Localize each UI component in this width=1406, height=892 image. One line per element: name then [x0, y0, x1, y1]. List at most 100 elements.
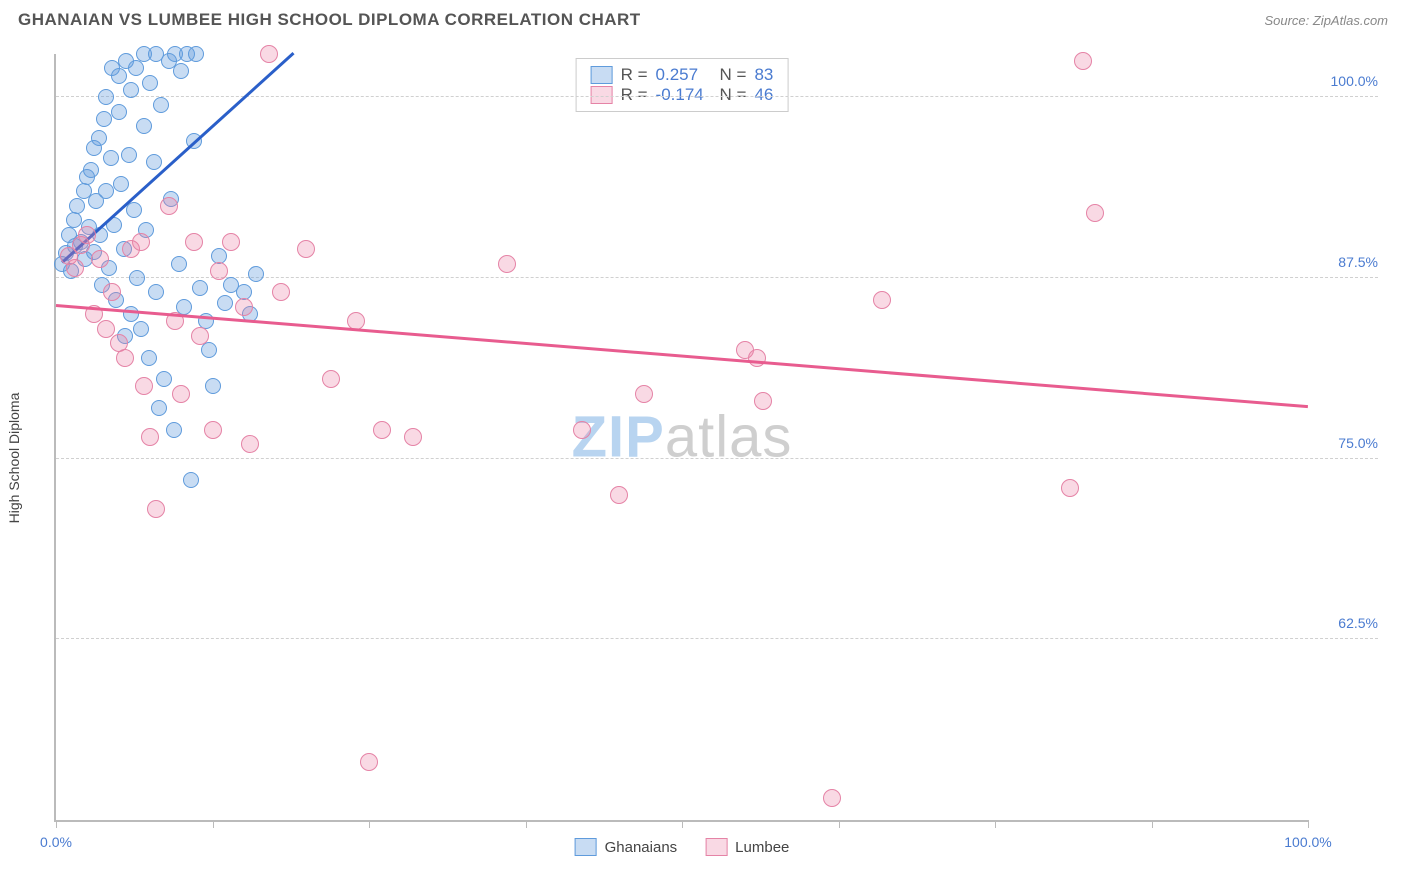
- data-point: [185, 233, 203, 251]
- data-point: [133, 321, 149, 337]
- source-label: Source: ZipAtlas.com: [1264, 13, 1388, 28]
- gridline: [56, 458, 1378, 459]
- legend-item: Lumbee: [705, 838, 789, 856]
- correlation-legend: R =0.257N =83R =-0.174N =46: [576, 58, 789, 112]
- x-tick-mark: [213, 820, 214, 828]
- data-point: [573, 421, 591, 439]
- data-point: [116, 349, 134, 367]
- y-tick-label: 75.0%: [1318, 435, 1378, 451]
- legend-n-value: 83: [754, 65, 773, 85]
- x-tick-mark: [369, 820, 370, 828]
- chart-area: High School Diploma ZIPatlas R =0.257N =…: [18, 44, 1388, 872]
- gridline: [56, 96, 1378, 97]
- chart-title: GHANAIAN VS LUMBEE HIGH SCHOOL DIPLOMA C…: [18, 10, 641, 30]
- x-tick-mark: [1152, 820, 1153, 828]
- data-point: [754, 392, 772, 410]
- data-point: [610, 486, 628, 504]
- data-point: [248, 266, 264, 282]
- data-point: [123, 306, 139, 322]
- data-point: [66, 259, 84, 277]
- data-point: [360, 753, 378, 771]
- data-point: [132, 233, 150, 251]
- data-point: [322, 370, 340, 388]
- data-point: [297, 240, 315, 258]
- legend-r-label: R =: [621, 85, 648, 105]
- legend-swatch: [591, 66, 613, 84]
- legend-row: R =-0.174N =46: [591, 85, 774, 105]
- legend-r-value: 0.257: [656, 65, 712, 85]
- legend-row: R =0.257N =83: [591, 65, 774, 85]
- trend-line: [61, 52, 294, 263]
- data-point: [205, 378, 221, 394]
- data-point: [135, 377, 153, 395]
- x-tick-label: 0.0%: [40, 834, 72, 850]
- data-point: [98, 89, 114, 105]
- data-point: [823, 789, 841, 807]
- data-point: [166, 422, 182, 438]
- legend-n-value: 46: [754, 85, 773, 105]
- data-point: [188, 46, 204, 62]
- data-point: [91, 130, 107, 146]
- data-point: [222, 233, 240, 251]
- series-legend: Ghanaians Lumbee: [575, 838, 790, 856]
- data-point: [111, 104, 127, 120]
- data-point: [78, 226, 96, 244]
- data-point: [1086, 204, 1104, 222]
- x-tick-label: 100.0%: [1284, 834, 1331, 850]
- data-point: [96, 111, 112, 127]
- data-point: [172, 385, 190, 403]
- y-tick-label: 87.5%: [1318, 254, 1378, 270]
- data-point: [171, 256, 187, 272]
- data-point: [128, 60, 144, 76]
- legend-swatch: [591, 86, 613, 104]
- data-point: [126, 202, 142, 218]
- data-point: [272, 283, 290, 301]
- data-point: [873, 291, 891, 309]
- data-point: [121, 147, 137, 163]
- data-point: [498, 255, 516, 273]
- data-point: [123, 82, 139, 98]
- data-point: [103, 150, 119, 166]
- legend-r-label: R =: [621, 65, 648, 85]
- data-point: [1061, 479, 1079, 497]
- data-point: [156, 371, 172, 387]
- x-tick-mark: [682, 820, 683, 828]
- data-point: [748, 349, 766, 367]
- data-point: [210, 262, 228, 280]
- data-point: [217, 295, 233, 311]
- data-point: [404, 428, 422, 446]
- watermark: ZIPatlas: [572, 404, 793, 471]
- x-tick-mark: [839, 820, 840, 828]
- data-point: [192, 280, 208, 296]
- data-point: [103, 283, 121, 301]
- x-tick-mark: [995, 820, 996, 828]
- data-point: [160, 197, 178, 215]
- y-tick-label: 100.0%: [1318, 73, 1378, 89]
- data-point: [173, 63, 189, 79]
- data-point: [83, 162, 99, 178]
- legend-item: Ghanaians: [575, 838, 678, 856]
- data-point: [204, 421, 222, 439]
- legend-label: Ghanaians: [605, 839, 678, 856]
- data-point: [66, 212, 82, 228]
- y-axis-label: High School Diploma: [6, 393, 22, 524]
- data-point: [69, 198, 85, 214]
- legend-swatch: [705, 838, 727, 856]
- data-point: [91, 250, 109, 268]
- legend-n-label: N =: [720, 85, 747, 105]
- x-tick-mark: [526, 820, 527, 828]
- data-point: [241, 435, 259, 453]
- data-point: [111, 68, 127, 84]
- data-point: [1074, 52, 1092, 70]
- plot-region: ZIPatlas R =0.257N =83R =-0.174N =46 Gha…: [54, 54, 1308, 822]
- trend-line: [56, 304, 1308, 408]
- legend-label: Lumbee: [735, 839, 789, 856]
- data-point: [146, 154, 162, 170]
- data-point: [260, 45, 278, 63]
- chart-header: GHANAIAN VS LUMBEE HIGH SCHOOL DIPLOMA C…: [0, 0, 1406, 38]
- data-point: [113, 176, 129, 192]
- data-point: [235, 298, 253, 316]
- data-point: [147, 500, 165, 518]
- data-point: [141, 428, 159, 446]
- data-point: [153, 97, 169, 113]
